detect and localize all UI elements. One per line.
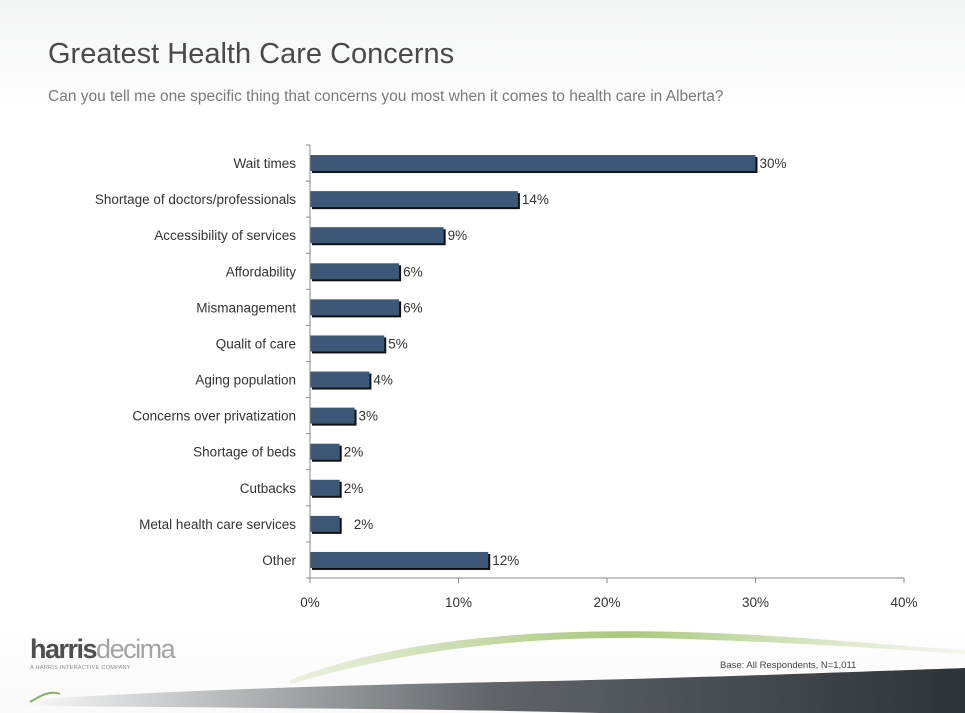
- category-label: Mismanagement: [196, 300, 296, 315]
- value-label: 3%: [359, 409, 379, 424]
- bar: [310, 191, 518, 208]
- value-label: 14%: [522, 192, 549, 207]
- base-note: Base: All Respondents, N=1,011: [720, 660, 857, 671]
- logo-decima-text: decima: [96, 634, 176, 664]
- bar: [310, 335, 385, 352]
- category-label: Cutbacks: [240, 481, 297, 496]
- value-label: 6%: [403, 264, 423, 279]
- value-label: 2%: [354, 517, 374, 532]
- bars-layer: Wait times 30% Shortage of doctors/profess…: [95, 155, 787, 570]
- value-label: 12%: [492, 553, 519, 568]
- bar: [310, 551, 489, 568]
- category-label: Metal health care services: [139, 517, 296, 532]
- x-tick-label: 0%: [300, 595, 320, 610]
- category-label: Shortage of beds: [193, 445, 296, 460]
- category-label: Wait times: [233, 156, 296, 171]
- value-label: 4%: [373, 373, 393, 388]
- bar: [310, 299, 400, 316]
- decorative-swoosh: [20, 631, 965, 713]
- value-label: 2%: [344, 445, 364, 460]
- value-label: 2%: [344, 481, 364, 496]
- value-label: 9%: [448, 228, 468, 243]
- x-tick-label: 30%: [742, 595, 769, 610]
- bar: [310, 155, 756, 172]
- category-label: Other: [262, 553, 296, 568]
- harris-decima-logo: harrisdecima A HARRIS INTERACTIVE COMPAN…: [30, 634, 176, 672]
- value-label: 5%: [388, 336, 408, 351]
- bar: [310, 263, 400, 280]
- x-tick-label: 10%: [445, 595, 472, 610]
- bar: [310, 515, 340, 532]
- bar: [310, 371, 370, 388]
- logo-harris-text: harris: [30, 634, 98, 664]
- category-label: Concerns over privatization: [132, 409, 296, 424]
- bar: [310, 443, 340, 460]
- bar: [310, 227, 444, 244]
- axes-layer: 0% 10% 20% 30% 40%: [300, 144, 918, 610]
- x-tick-label: 20%: [593, 595, 620, 610]
- x-tick-label: 40%: [890, 595, 917, 610]
- bar: [310, 479, 340, 496]
- slide-subtitle: Can you tell me one specific thing that …: [48, 88, 724, 105]
- bar: [310, 407, 355, 424]
- logo-tagline: A HARRIS INTERACTIVE COMPANY: [30, 665, 131, 671]
- category-label: Accessibility of services: [154, 228, 296, 243]
- value-label: 30%: [760, 156, 787, 171]
- value-label: 6%: [403, 300, 423, 315]
- category-label: Shortage of doctors/professionals: [95, 192, 296, 207]
- category-label: Qualit of care: [216, 336, 296, 351]
- category-label: Aging population: [195, 373, 296, 388]
- category-label: Affordability: [226, 264, 297, 279]
- slide-title: Greatest Health Care Concerns: [48, 38, 455, 70]
